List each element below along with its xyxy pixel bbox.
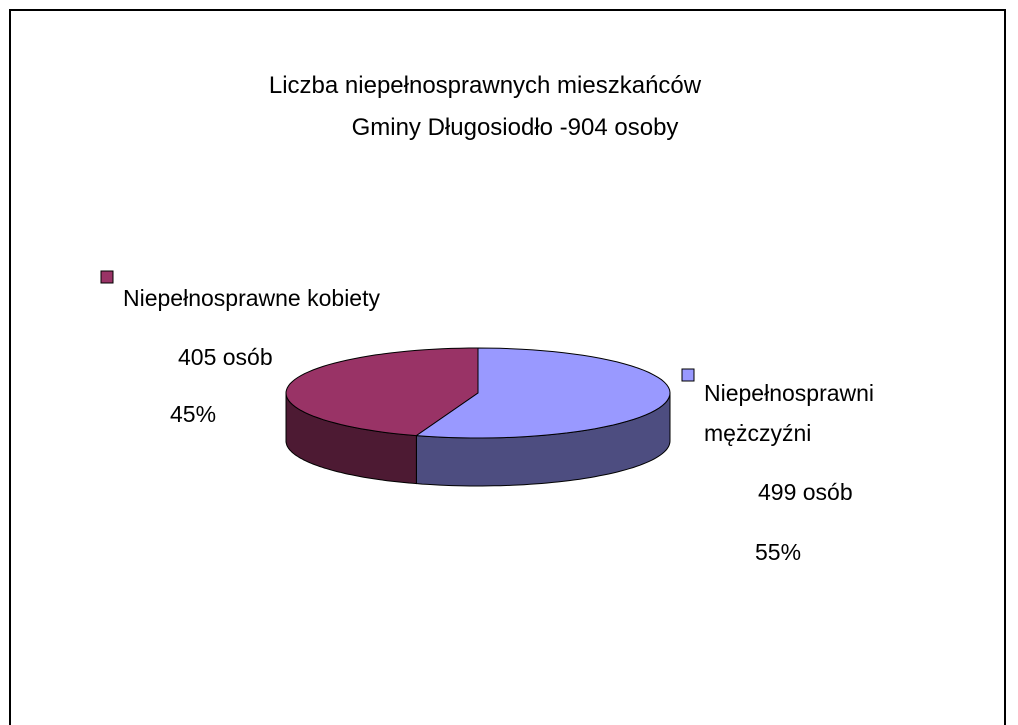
percentage-label: 45% bbox=[170, 401, 217, 427]
chart-title: Liczba niepełnosprawnych mieszkańców bbox=[268, 72, 702, 99]
slice-label: Niepełnosprawni mężczyźni bbox=[704, 380, 875, 446]
slice-label: Niepełnosprawne kobiety bbox=[123, 285, 380, 311]
percentage-label: 55% bbox=[755, 539, 802, 565]
frame bbox=[9, 9, 1006, 725]
value-label: 405 osób bbox=[178, 344, 273, 370]
chart-title: Gminy Długosiodło -904 osoby bbox=[351, 114, 679, 141]
value-label: 499 osób bbox=[758, 479, 853, 505]
slice bbox=[285, 347, 479, 437]
slice bbox=[414, 347, 671, 439]
legend-swatch bbox=[681, 368, 695, 382]
legend-swatch bbox=[100, 270, 114, 284]
